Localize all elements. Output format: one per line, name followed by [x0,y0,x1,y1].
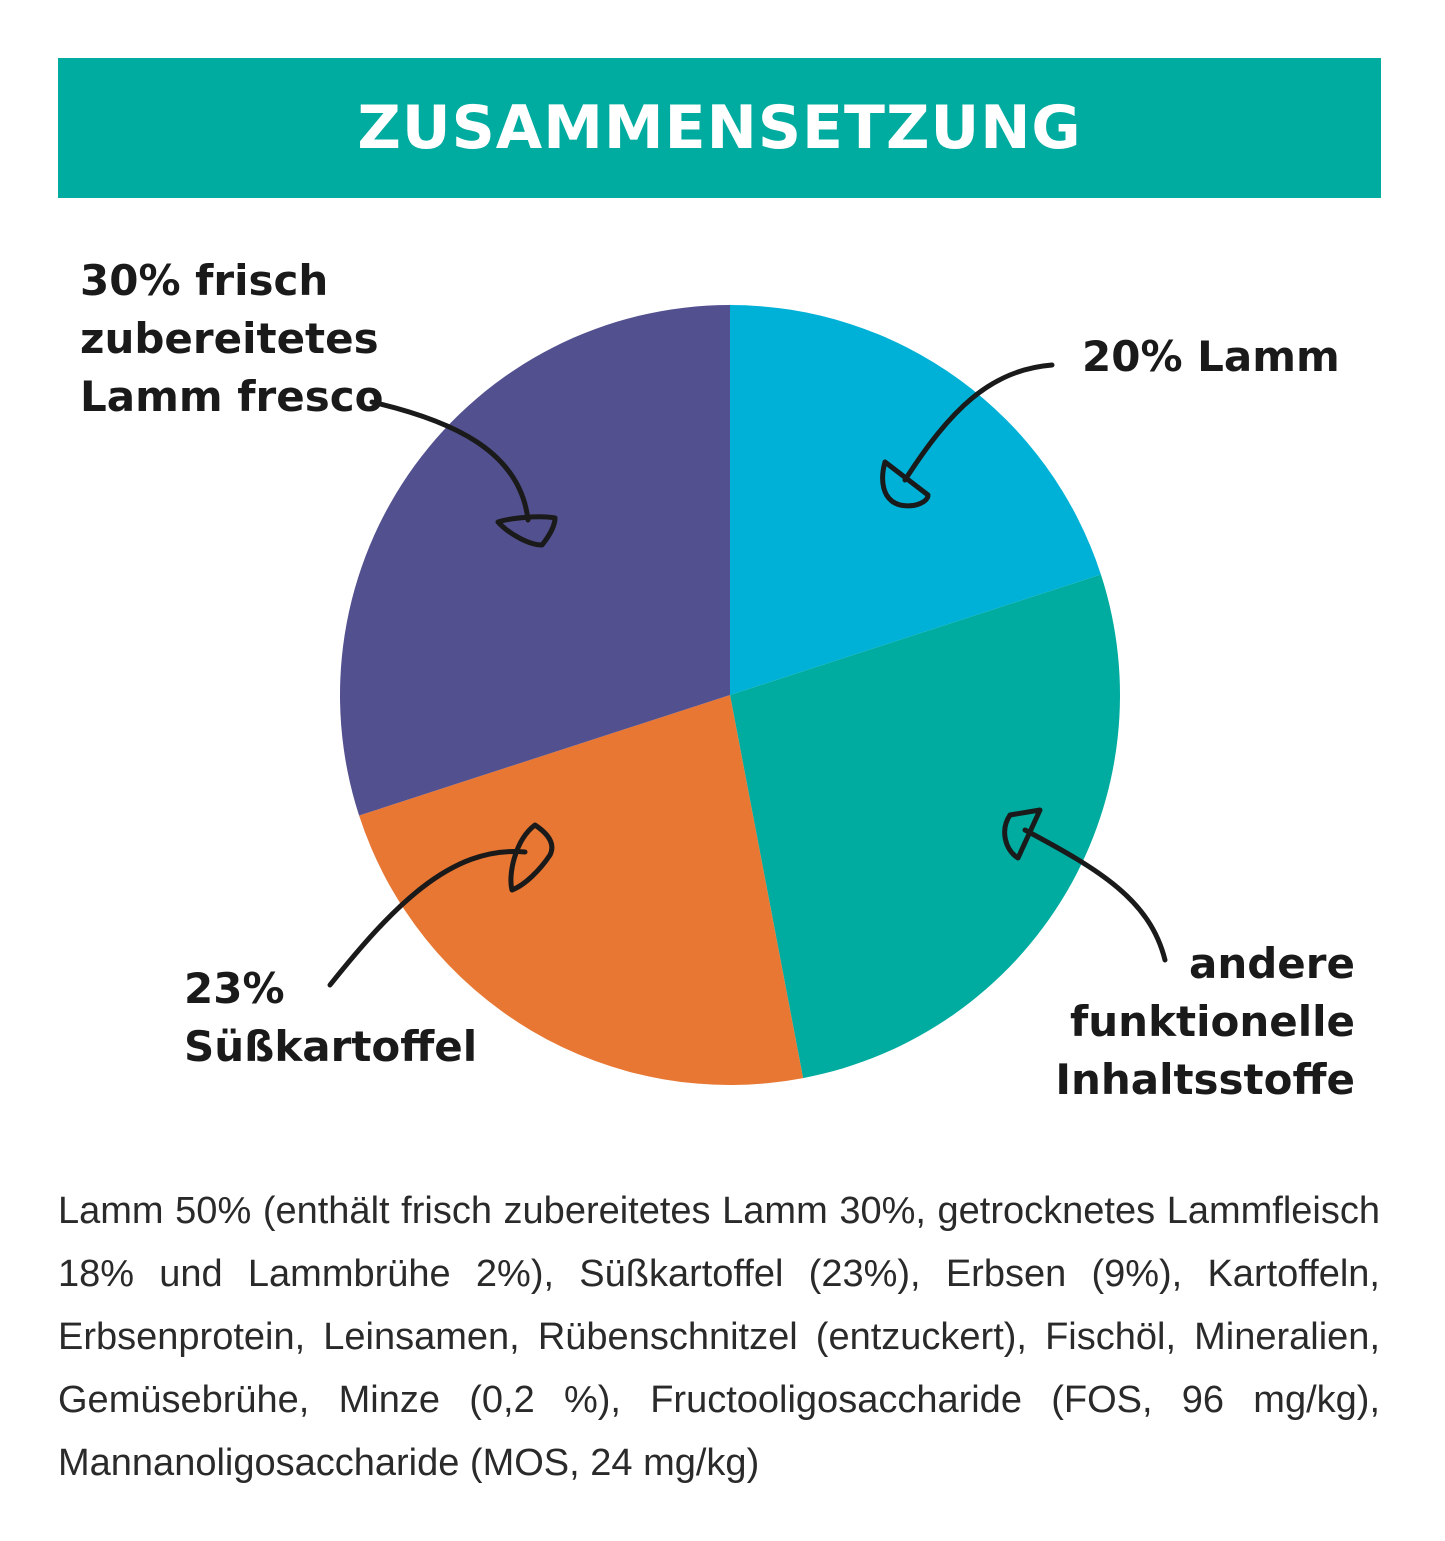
label-lamm: 20% Lamm [1082,332,1340,381]
pie-slice-1 [730,574,1120,1079]
page-title: ZUSAMMENSETZUNG [357,93,1082,163]
pie-slice-2 [359,695,804,1086]
pie-slice-3 [340,305,730,816]
title-banner: ZUSAMMENSETZUNG [58,58,1381,198]
arrow-lamm [880,362,1055,509]
ingredients-text: Lamm 50% (enthält frisch zubereitetes La… [58,1190,1380,1484]
pie-slice-0 [730,305,1101,695]
label-sweet-potato: 23% Süßkartoffel [184,964,478,1071]
arrow-fresh-lamm [369,399,558,548]
label-fresh-lamm: 30% frisch zubereitetes Lamm fresco [80,256,384,421]
label-other-ingredients: andere funktionelle Inhaltsstoffe [1055,939,1355,1104]
arrow-other [1002,807,1168,963]
arrow-sweet-potato [327,822,555,988]
pie-chart [327,305,1168,1086]
